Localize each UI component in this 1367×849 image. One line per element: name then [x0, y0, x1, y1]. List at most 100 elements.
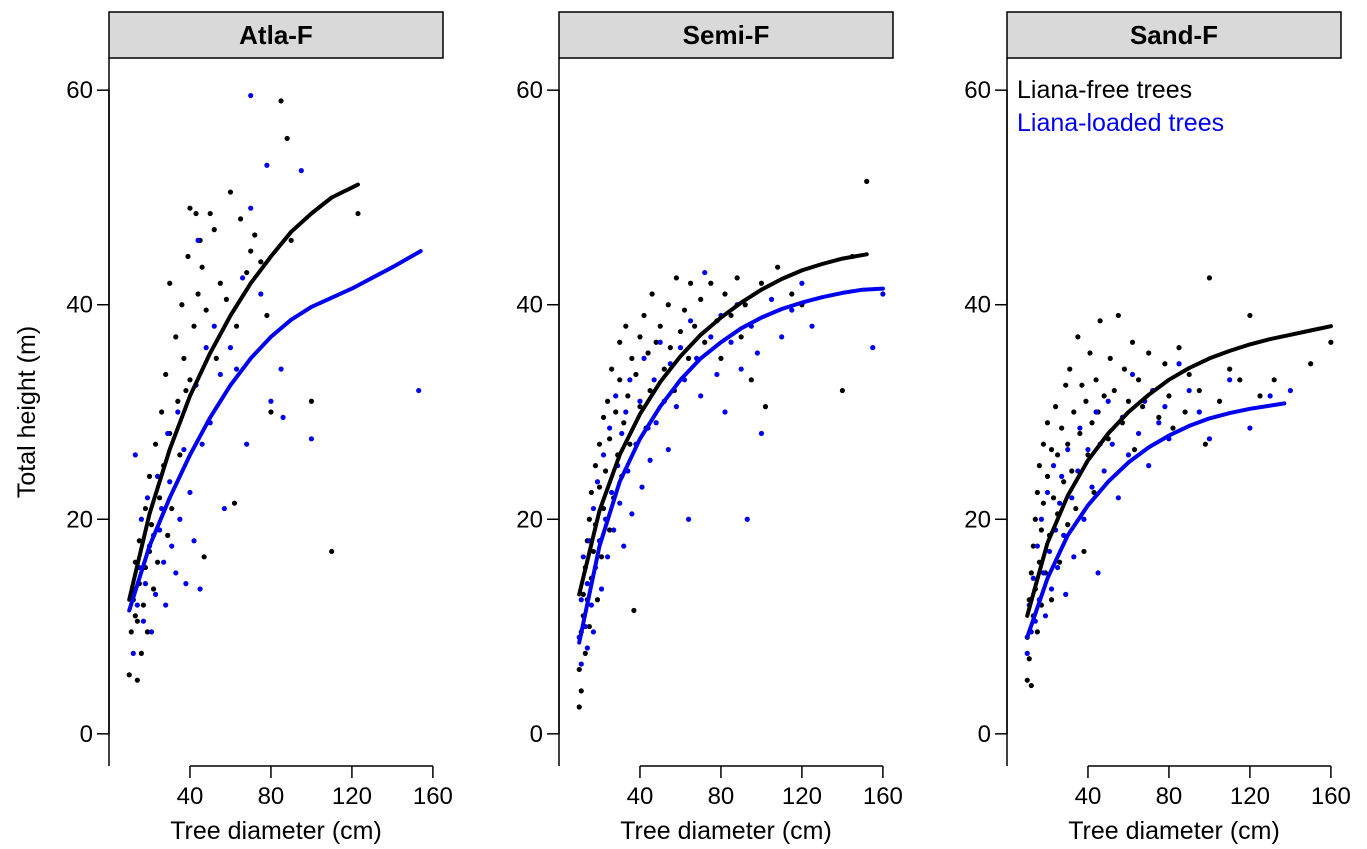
data-point: [597, 442, 602, 447]
legend: Liana-free treesLiana-loaded trees: [1017, 76, 1224, 137]
data-point: [1069, 495, 1074, 500]
data-point: [1162, 404, 1167, 409]
series-liana-free-trees: [577, 179, 870, 710]
data-point: [666, 447, 671, 452]
data-point: [135, 678, 140, 683]
data-point: [151, 586, 156, 591]
data-point: [153, 442, 158, 447]
data-point: [1089, 420, 1094, 425]
data-point: [264, 163, 269, 168]
data-point: [1027, 656, 1032, 661]
data-point: [1079, 383, 1084, 388]
data-point: [285, 136, 290, 141]
data-point: [200, 265, 205, 270]
data-point: [183, 581, 188, 586]
data-point: [1033, 517, 1038, 522]
data-point: [289, 238, 294, 243]
data-point: [1045, 490, 1050, 495]
data-point: [1176, 361, 1181, 366]
data-point: [187, 490, 192, 495]
data-point: [141, 619, 146, 624]
data-point: [1130, 340, 1135, 345]
data-point: [591, 506, 596, 511]
data-point: [1106, 399, 1111, 404]
panel-atla-f: Atla-F 0 20 40 60 40 80 120 160 Tree diameter (cm…: [66, 12, 453, 845]
data-point: [728, 340, 733, 345]
data-point: [1083, 399, 1088, 404]
data-point: [1162, 361, 1167, 366]
panel-title: Sand-F: [1130, 20, 1218, 50]
data-point: [1227, 377, 1232, 382]
data-point: [167, 479, 172, 484]
data-point: [769, 297, 774, 302]
data-point: [1132, 447, 1137, 452]
data-point: [228, 189, 233, 194]
data-point: [1071, 409, 1076, 414]
x-tick-label: 40: [1075, 783, 1102, 810]
y-tick-label: 0: [530, 721, 543, 748]
panel-title: Atla-F: [239, 20, 313, 50]
data-point: [145, 495, 150, 500]
data-point: [309, 436, 314, 441]
data-point: [1197, 388, 1202, 393]
data-point: [1073, 506, 1078, 511]
data-point: [1110, 442, 1115, 447]
data-point: [1207, 275, 1212, 280]
data-point: [621, 420, 626, 425]
data-point: [165, 533, 170, 538]
data-point: [591, 629, 596, 634]
data-point: [617, 340, 622, 345]
series-liana-loaded-trees: [131, 93, 422, 656]
data-point: [1288, 388, 1293, 393]
data-point: [880, 291, 885, 296]
data-point: [161, 560, 166, 565]
data-point: [175, 409, 180, 414]
data-point: [183, 388, 188, 393]
data-point: [722, 291, 727, 296]
data-point: [1069, 468, 1074, 473]
fit-curve-liana-loaded-trees: [1027, 403, 1284, 637]
data-point: [197, 586, 202, 591]
data-point: [191, 538, 196, 543]
x-axis-title: Tree diameter (cm): [170, 817, 382, 845]
data-point: [155, 560, 160, 565]
data-point: [135, 619, 140, 624]
data-point: [153, 592, 158, 597]
data-point: [1166, 393, 1171, 398]
data-point: [613, 409, 618, 414]
data-point: [1039, 517, 1044, 522]
data-point: [755, 350, 760, 355]
data-point: [1035, 543, 1040, 548]
data-point: [1272, 377, 1277, 382]
data-point: [1146, 350, 1151, 355]
data-point: [1146, 463, 1151, 468]
data-point: [232, 501, 237, 506]
data-point: [595, 479, 600, 484]
data-point: [799, 281, 804, 286]
x-tick-label: 120: [1230, 783, 1270, 810]
data-point: [599, 586, 604, 591]
data-point: [187, 377, 192, 382]
data-point: [173, 570, 178, 575]
data-point: [682, 307, 687, 312]
panel-title: Semi-F: [683, 20, 770, 50]
data-point: [234, 366, 239, 371]
y-tick-label: 40: [964, 292, 991, 319]
legend-entry: Liana-loaded trees: [1017, 109, 1224, 137]
data-point: [149, 522, 154, 527]
data-point: [621, 543, 626, 548]
data-point: [309, 399, 314, 404]
data-point: [1093, 377, 1098, 382]
x-tick-label: 80: [258, 783, 285, 810]
data-point: [173, 334, 178, 339]
data-point: [200, 442, 205, 447]
data-point: [609, 366, 614, 371]
data-point: [244, 442, 249, 447]
data-point: [218, 281, 223, 286]
data-point: [587, 517, 592, 522]
data-point: [658, 340, 663, 345]
data-point: [603, 468, 608, 473]
data-point: [686, 356, 691, 361]
y-tick-label: 40: [516, 292, 543, 319]
data-point: [1063, 592, 1068, 597]
